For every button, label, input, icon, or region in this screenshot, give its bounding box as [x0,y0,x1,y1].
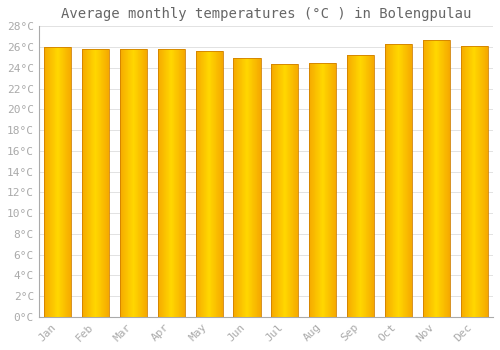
Bar [158,49,185,317]
Bar [271,64,298,317]
Bar [347,55,374,317]
Bar [460,46,488,317]
Bar [82,49,109,317]
Bar [234,58,260,317]
Title: Average monthly temperatures (°C ) in Bolengpulau: Average monthly temperatures (°C ) in Bo… [60,7,471,21]
Bar [422,40,450,317]
Bar [385,44,412,317]
Bar [44,47,72,317]
Bar [309,63,336,317]
Bar [196,51,223,317]
Bar [120,49,147,317]
